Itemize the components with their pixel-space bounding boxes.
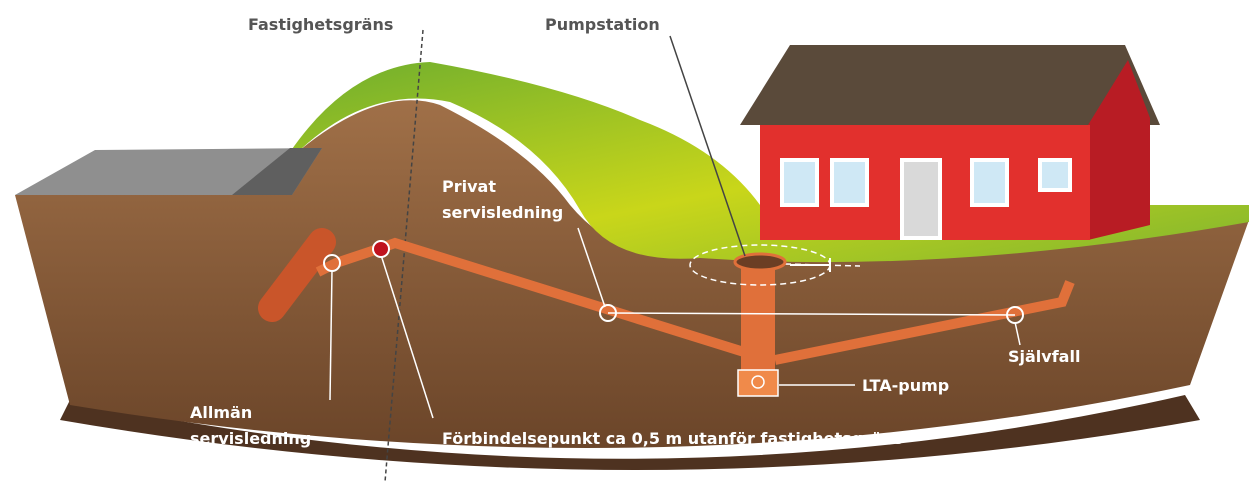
label-pump-station: Pumpstation (545, 15, 660, 34)
label-gravity: Självfall (1008, 347, 1080, 366)
pump-chamber (738, 370, 778, 396)
pump-station-lid (735, 254, 785, 270)
diagram: Fastighetsgräns Pumpstation Privat servi… (0, 0, 1249, 491)
label-property-line: Fastighetsgräns (248, 15, 393, 34)
label-pump: LTA-pump (862, 376, 949, 395)
label-private-line: servisledning (442, 203, 563, 222)
label-public-line: Allmän (190, 403, 252, 422)
label-connection-point: Förbindelsepunkt ca 0,5 m utanför fastig… (442, 429, 903, 448)
connection-point (373, 241, 389, 257)
label-public-line: servisledning (190, 429, 311, 448)
label-private-line: Privat (442, 177, 496, 196)
